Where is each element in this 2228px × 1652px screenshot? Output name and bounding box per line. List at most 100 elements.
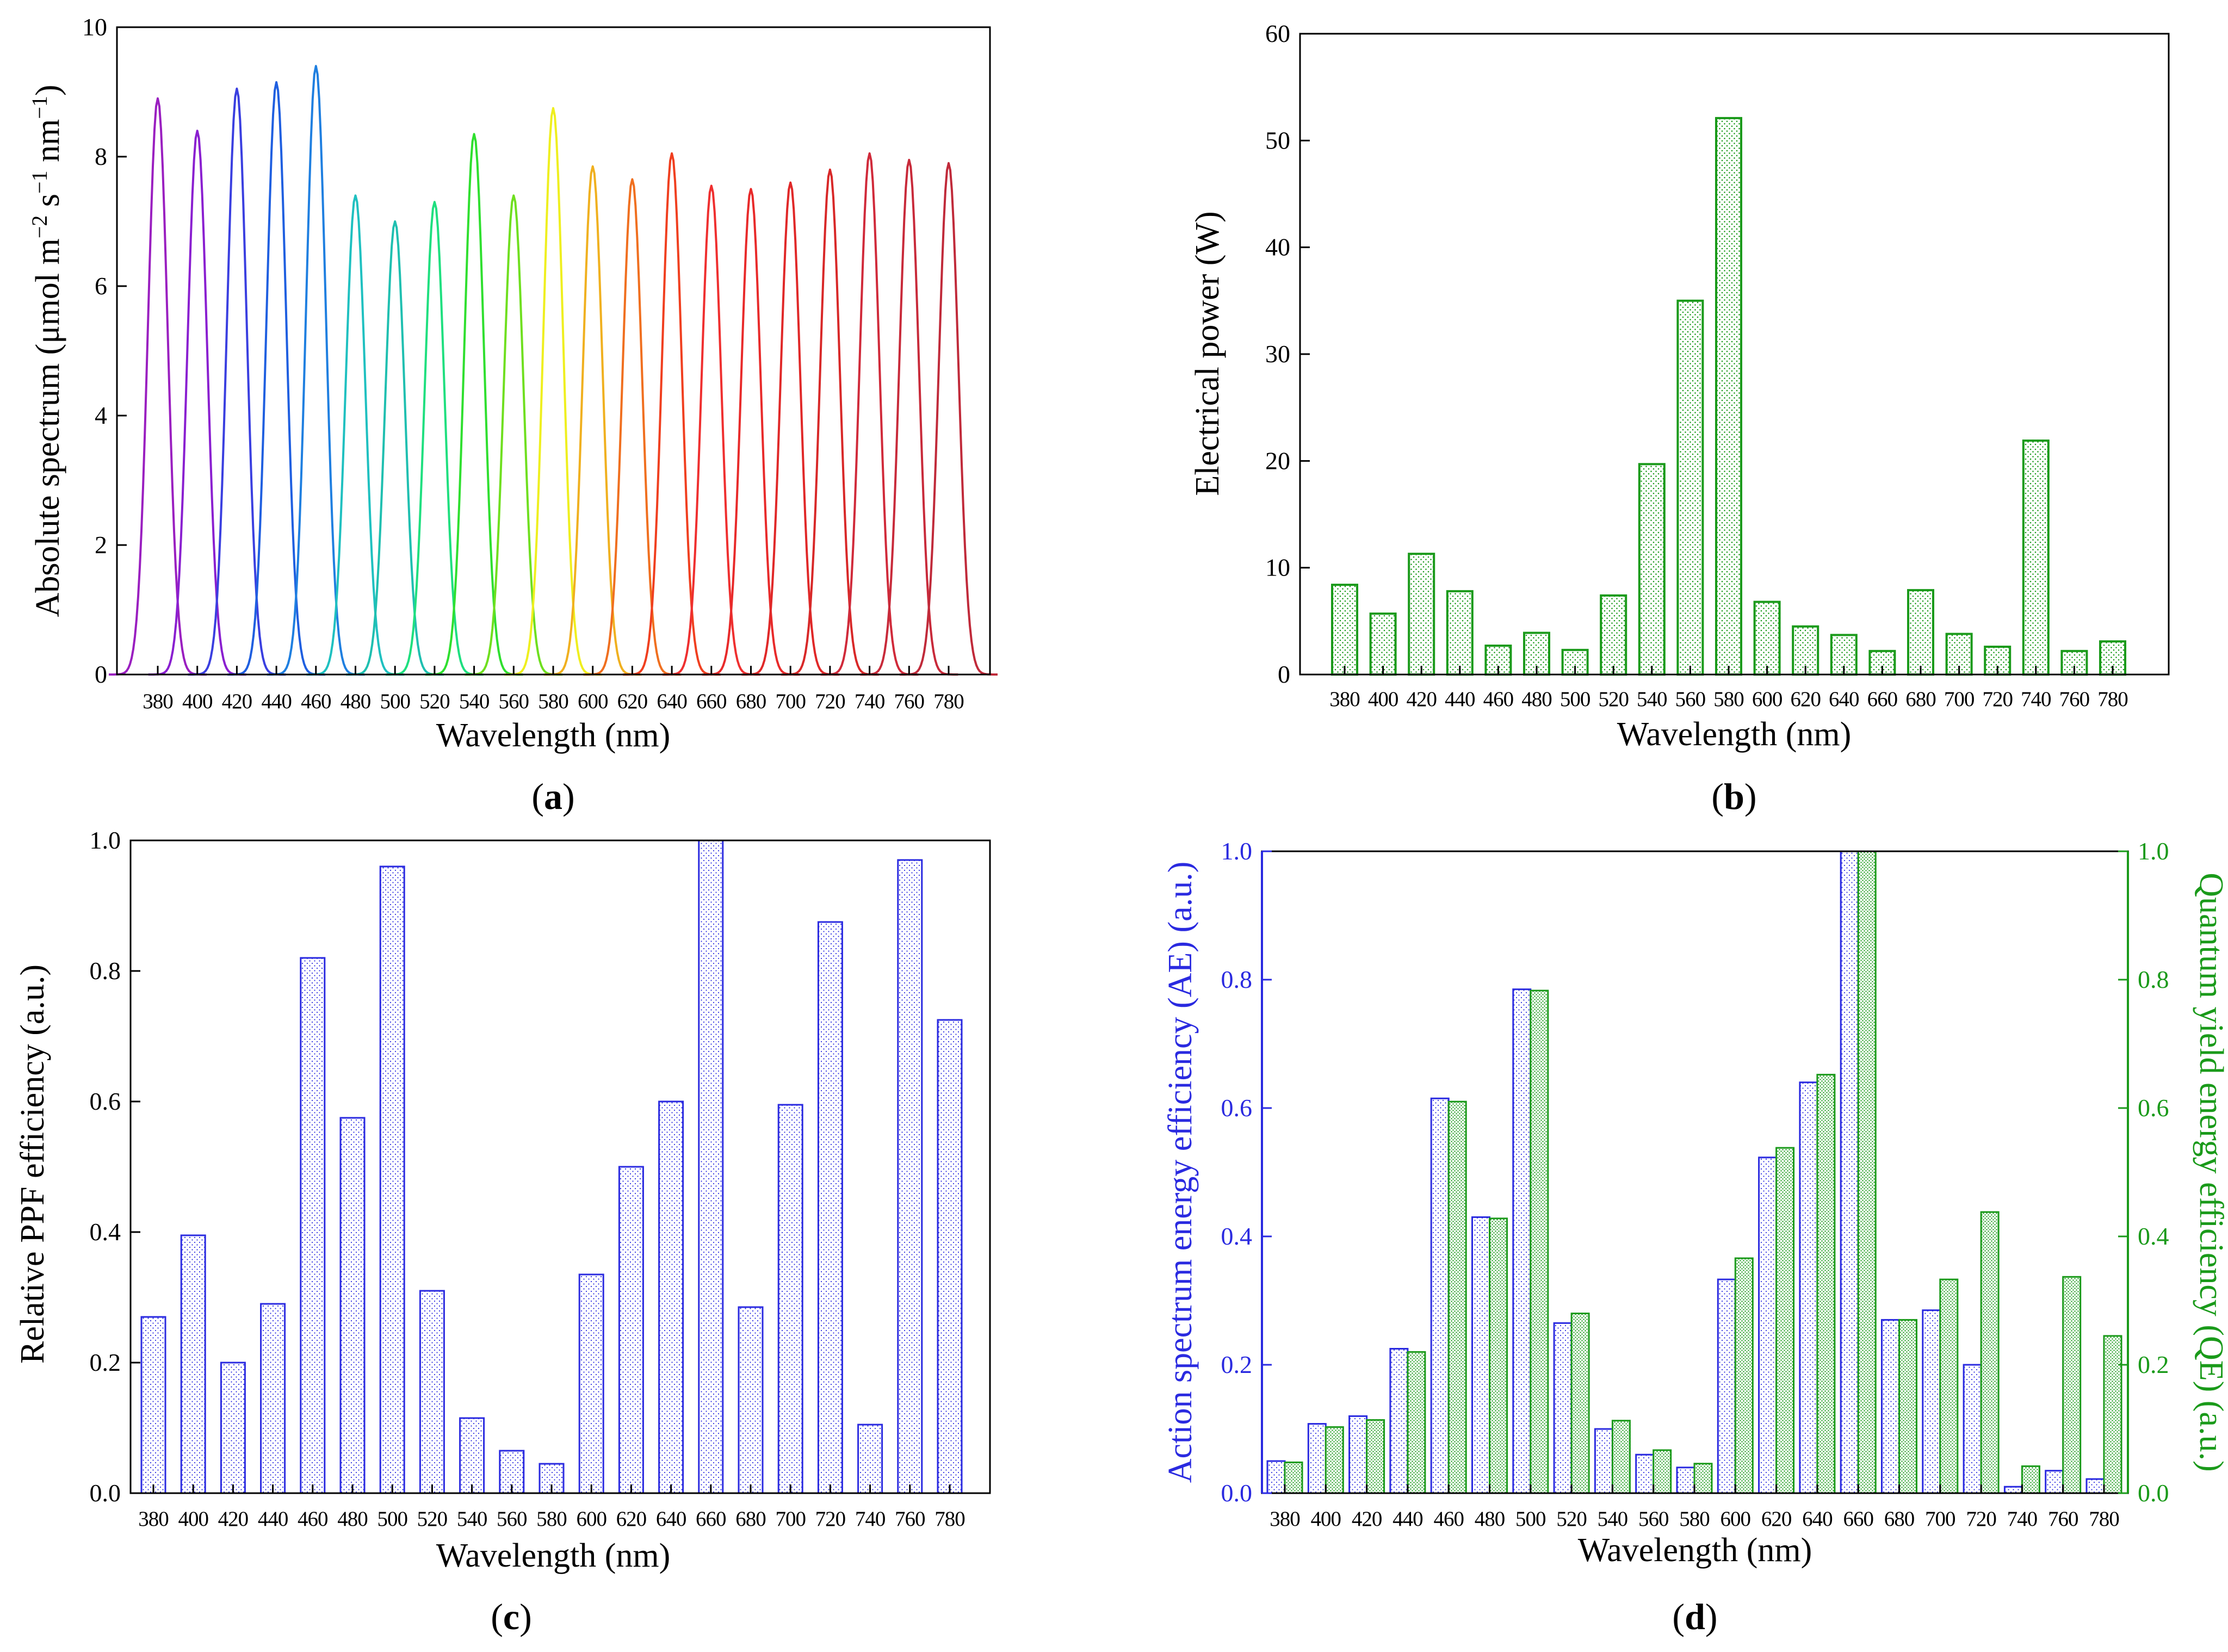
bar-ae-420 (1348, 1415, 1368, 1494)
xtick-label-580: 580 (1713, 688, 1744, 711)
panel-c-ylabel: Relative PPF efficiency (a.u.) (14, 964, 51, 1364)
spectrum-series-500 (346, 220, 444, 676)
ylabel-part: −1 (27, 96, 52, 119)
xtick-label-640: 640 (656, 1507, 686, 1531)
bar-740 (857, 1424, 883, 1494)
panel-c-letter: c (503, 1596, 519, 1637)
bar-500 (379, 865, 405, 1494)
ytick-label-left: 0.4 (1221, 1222, 1253, 1250)
xtick-label-660: 660 (1867, 688, 1898, 711)
bar-760 (897, 859, 923, 1494)
xtick-label-380: 380 (143, 690, 173, 713)
xtick-label-380: 380 (1270, 1507, 1300, 1531)
ylabel-part: Absolute spectrum (μmol m (29, 238, 66, 617)
bar-qe-700 (1939, 1278, 1959, 1494)
ytick-label-right: 0.0 (2138, 1479, 2169, 1507)
panel-a-ylabel: Absolute spectrum (μmol m−2 s−1 nm−1) (27, 85, 67, 617)
panel-d-energy-efficiency-chart: 0.0 0.2 0.4 0.6 0.8 1.0 0.0 0.2 0.4 0.6 0.8 1.0 380… (1162, 837, 2228, 1637)
bar-420 (220, 1362, 246, 1494)
xtick-label-420: 420 (218, 1507, 249, 1531)
ytick-label-left: 2 (95, 531, 107, 559)
xtick-label-640: 640 (1829, 688, 1859, 711)
bar-440 (1446, 590, 1474, 676)
bar-ae-380 (1266, 1460, 1286, 1494)
bar-qe-580 (1693, 1463, 1713, 1494)
bar-qe-540 (1611, 1420, 1631, 1494)
xtick-label-580: 580 (1679, 1507, 1710, 1531)
xtick-label-500: 500 (380, 690, 410, 713)
xtick-label-560: 560 (1675, 688, 1706, 711)
xtick-label-540: 540 (1598, 1507, 1628, 1531)
xtick-label-700: 700 (775, 690, 806, 713)
xtick-label-480: 480 (337, 1507, 368, 1531)
bar-420 (1408, 553, 1435, 676)
xtick-label-420: 420 (1406, 688, 1437, 711)
bar-780 (937, 1019, 963, 1494)
ytick-label-left: 0.0 (90, 1479, 121, 1507)
bar-qe-780 (2103, 1335, 2122, 1494)
bar-ae-580 (1676, 1467, 1695, 1494)
xtick-label-720: 720 (815, 690, 845, 713)
spectrum-series-640 (623, 152, 721, 676)
bar-400 (180, 1234, 206, 1494)
xtick-label-600: 600 (576, 1507, 606, 1531)
xtick-label-460: 460 (301, 690, 331, 713)
bar-640 (658, 1100, 684, 1494)
panel-c-xlabel: Wavelength (nm) (436, 1537, 671, 1574)
xtick-label-660: 660 (1843, 1507, 1873, 1531)
ytick-label-left: 0 (1278, 660, 1290, 688)
xtick-label-760: 760 (2059, 688, 2090, 711)
bar-ae-460 (1430, 1097, 1450, 1494)
xtick-label-680: 680 (1905, 688, 1936, 711)
panel-b-ylabel: Electrical power (W) (1189, 211, 1226, 496)
spectrum-series-400 (148, 129, 246, 676)
xtick-label-520: 520 (417, 1507, 448, 1531)
bar-qe-500 (1530, 989, 1549, 1494)
bar-ae-540 (1594, 1428, 1613, 1494)
ytick-label-left: 50 (1265, 126, 1290, 154)
xtick-label-580: 580 (538, 690, 568, 713)
bar-ae-660 (1840, 850, 1859, 1494)
panel-c-frame (129, 839, 991, 1494)
xtick-label-400: 400 (178, 1507, 208, 1531)
bar-460 (300, 957, 326, 1494)
xtick-label-620: 620 (1790, 688, 1821, 711)
xtick-label-440: 440 (1445, 688, 1475, 711)
bar-ae-520 (1553, 1322, 1573, 1494)
panel-d-caption: (d) (1672, 1596, 1717, 1637)
xtick-label-500: 500 (1515, 1507, 1546, 1531)
spectrum-series-780 (900, 162, 998, 676)
ylabel-part: −2 (27, 215, 52, 239)
panel-b-letter: b (1724, 776, 1744, 817)
bar-740 (2022, 440, 2050, 676)
bar-680 (1907, 589, 1934, 676)
ytick-label-right: 1.0 (2138, 837, 2169, 865)
bar-ae-740 (2003, 1486, 2023, 1494)
bar-ae-780 (2085, 1478, 2105, 1494)
xtick-label-620: 620 (616, 1507, 647, 1531)
bar-380 (1331, 584, 1358, 676)
ytick-label-left: 8 (95, 143, 107, 170)
xtick-label-720: 720 (1982, 688, 2013, 711)
xtick-label-500: 500 (1560, 688, 1590, 711)
bar-600 (1753, 601, 1781, 676)
spectrum-series-540 (425, 133, 523, 676)
xtick-label-760: 760 (895, 1507, 925, 1531)
spectrum-series-620 (583, 178, 682, 676)
xtick-label-400: 400 (182, 690, 213, 713)
ytick-label-left: 0.4 (90, 1218, 121, 1246)
xtick-label-480: 480 (1475, 1507, 1505, 1531)
xtick-label-620: 620 (617, 690, 648, 713)
xtick-label-540: 540 (1637, 688, 1667, 711)
ytick-label-right: 0.8 (2138, 966, 2169, 993)
spectrum-series-720 (781, 168, 879, 676)
bar-ae-620 (1758, 1156, 1778, 1494)
ytick-label-right: 0.2 (2138, 1351, 2169, 1378)
bar-ae-700 (1922, 1309, 1941, 1494)
ylabel-part: −1 (27, 170, 52, 194)
panel-a-letter: a (544, 776, 562, 817)
panel-d-right-ylabel: Quantum yield energy efficiency (QE) (a.… (2193, 873, 2228, 1471)
bar-qe-420 (1366, 1419, 1385, 1494)
spectrum-series-480 (306, 194, 405, 676)
bar-520 (1600, 594, 1627, 676)
